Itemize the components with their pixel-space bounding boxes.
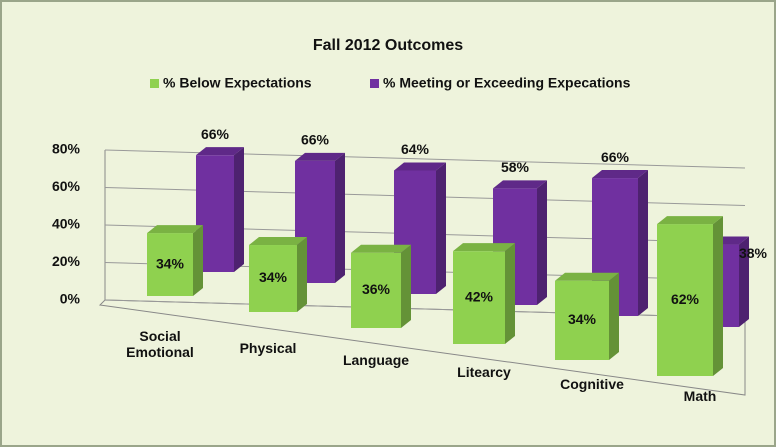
- legend-swatch: [370, 79, 379, 88]
- chart-title: Fall 2012 Outcomes: [313, 37, 463, 54]
- value-label: 42%: [465, 288, 494, 304]
- legend-label: % Meeting or Exceeding Expecations: [383, 75, 631, 91]
- y-tick-label: 60%: [52, 178, 81, 194]
- x-tick-label: Math: [683, 388, 717, 404]
- bar-top: [351, 244, 411, 253]
- bar: [147, 225, 203, 296]
- bar: [249, 237, 307, 312]
- bar-top: [657, 216, 723, 225]
- bar-side: [335, 152, 345, 283]
- bar: [351, 244, 411, 328]
- x-tick-label: Cognitive: [560, 376, 624, 392]
- bar: [555, 272, 619, 360]
- bar-side: [436, 162, 446, 294]
- bar-side: [505, 243, 515, 344]
- bar-top: [453, 243, 515, 252]
- bar-front: [657, 224, 713, 376]
- y-tick-label: 80%: [52, 141, 81, 157]
- x-tick-label: Litearcy: [457, 364, 511, 380]
- x-tick-label-box: Social Emotional: [126, 328, 194, 360]
- value-label: 38%: [739, 245, 768, 261]
- x-tick-label: Language: [342, 352, 410, 368]
- bar-side: [537, 180, 547, 305]
- x-tick-label: Physical: [239, 340, 297, 356]
- bar-front: [453, 251, 505, 344]
- value-label: 64%: [401, 141, 430, 157]
- bar-top: [196, 147, 244, 156]
- bar-side: [638, 170, 648, 316]
- bar-side: [401, 244, 411, 328]
- value-label: 66%: [601, 149, 630, 165]
- bar: [196, 147, 244, 272]
- bar-front: [147, 233, 193, 296]
- value-label: 58%: [501, 159, 530, 175]
- bar: [657, 216, 723, 376]
- bar-front: [351, 252, 401, 328]
- bar-top: [493, 180, 547, 189]
- bar-top: [295, 152, 345, 161]
- y-tick-label: 40%: [52, 216, 81, 232]
- x-tick-label-box: Language: [342, 352, 410, 368]
- bar-front: [249, 245, 297, 312]
- value-label: 34%: [156, 255, 185, 271]
- value-label: 62%: [671, 291, 700, 307]
- value-label: 34%: [568, 311, 597, 327]
- x-tick-label-box: Physical: [239, 340, 297, 356]
- x-tick-label-box: Litearcy: [457, 364, 511, 380]
- x-tick-label-box: Cognitive: [560, 376, 624, 392]
- bar-top: [147, 225, 203, 234]
- bar-side: [739, 236, 749, 327]
- value-label: 66%: [201, 126, 230, 142]
- bar-front: [555, 280, 609, 360]
- bar-top: [249, 237, 307, 246]
- y-tick-label: 20%: [52, 253, 81, 269]
- bar-side: [713, 216, 723, 376]
- x-tick-label-box: Math: [683, 388, 717, 404]
- bar-top: [592, 170, 648, 179]
- legend-swatch: [150, 79, 159, 88]
- legend-label: % Below Expectations: [163, 75, 312, 91]
- value-label: 34%: [259, 269, 288, 285]
- bar-top: [555, 272, 619, 281]
- value-label: 36%: [362, 281, 391, 297]
- bar-side: [609, 272, 619, 360]
- bar-side: [297, 237, 307, 312]
- bar-side: [234, 147, 244, 272]
- value-label: 66%: [301, 132, 330, 148]
- bar-side: [193, 225, 203, 296]
- bar-top: [394, 162, 446, 171]
- y-tick-label: 0%: [60, 291, 81, 307]
- bar: [453, 243, 515, 344]
- x-tick-label: Social Emotional: [126, 328, 194, 360]
